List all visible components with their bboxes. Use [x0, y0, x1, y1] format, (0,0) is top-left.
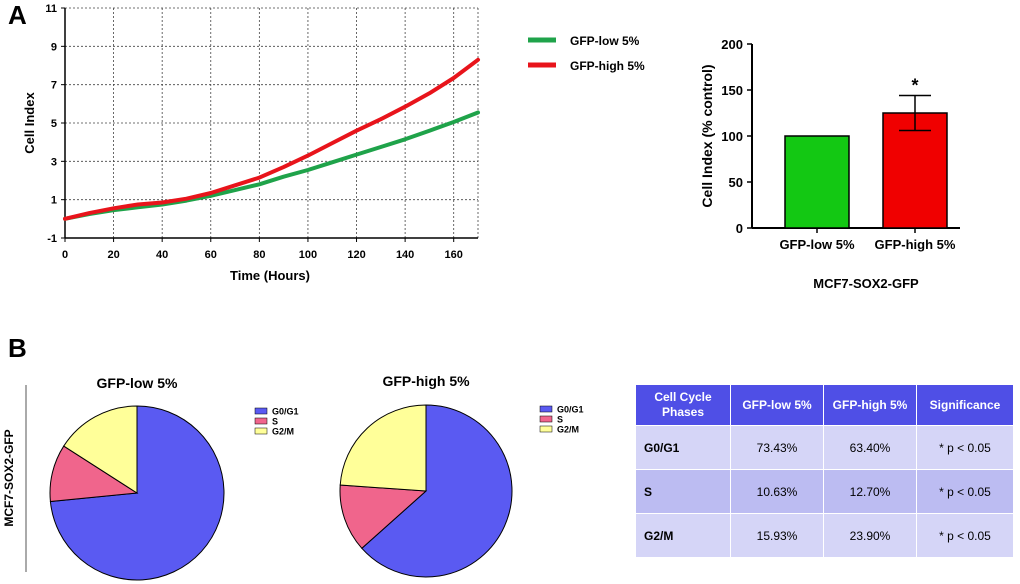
y-tick-label: 11 — [45, 3, 57, 15]
table-cell: 10.63% — [730, 469, 824, 514]
pie-slices-gfp-low — [49, 405, 225, 581]
x-tick-label: 20 — [107, 249, 119, 261]
table-cell: S — [635, 469, 731, 514]
x-tick-label: 100 — [299, 249, 317, 261]
legend-swatch — [254, 427, 268, 435]
table-header-cell: Significance — [916, 384, 1014, 426]
legend-swatch — [254, 407, 268, 415]
y-tick-label: 150 — [721, 83, 743, 98]
table-cell: * p < 0.05 — [916, 469, 1014, 514]
table-header-text: Cell Cycle Phases — [654, 390, 712, 419]
line-chart-x-label: Time (Hours) — [230, 268, 310, 283]
y-tick-label: 3 — [51, 156, 57, 168]
legend-swatch — [539, 405, 553, 413]
bar-chart-y-label: Cell Index (% control) — [699, 64, 715, 207]
y-tick-label: 9 — [51, 41, 57, 53]
table-row: G0/G1 73.43% 63.40% * p < 0.05 — [635, 425, 1014, 470]
legend-label: S — [272, 417, 278, 427]
table-cell: 15.93% — [730, 513, 824, 558]
x-tick-label: 0 — [62, 249, 68, 261]
table-cell: 12.70% — [823, 469, 917, 514]
table-header-cell: GFP-low 5% — [730, 384, 824, 426]
panel-label-b: B — [8, 333, 27, 363]
line-chart-legend: GFP-low 5% GFP-high 5% — [528, 34, 645, 73]
y-tick-label: 100 — [721, 129, 743, 144]
legend-label-gfp-low: GFP-low 5% — [570, 34, 640, 48]
y-tick-label: -1 — [47, 233, 57, 245]
table-cell: G2/M — [635, 513, 731, 558]
line-chart-ticks: 0 20 40 60 80 100 120 140 160 -1 1 3 5 7 9 11 — [45, 3, 463, 261]
pie-slice-g2m — [339, 404, 427, 492]
table-cell: G0/G1 — [635, 425, 731, 470]
table-cell: * p < 0.05 — [916, 425, 1014, 470]
x-tick-label: 120 — [347, 249, 365, 261]
x-tick-label: GFP-high 5% — [875, 237, 956, 252]
table-cell: 23.90% — [823, 513, 917, 558]
x-tick-label: 80 — [253, 249, 265, 261]
table-header-cell: Cell Cycle Phases — [635, 384, 731, 426]
x-tick-label: 40 — [156, 249, 168, 261]
panel-label-a: A — [8, 0, 27, 30]
cell-cycle-table: Cell Cycle Phases GFP-low 5% GFP-high 5%… — [635, 384, 1014, 558]
table-cell: 63.40% — [823, 425, 917, 470]
legend-label-gfp-high: GFP-high 5% — [570, 59, 645, 73]
legend-swatch — [539, 415, 553, 423]
pie-slice-s — [339, 484, 428, 549]
legend-label: S — [557, 415, 563, 425]
table-cell: * p < 0.05 — [916, 513, 1014, 558]
y-tick-label: 1 — [51, 195, 57, 207]
legend-swatch — [539, 425, 553, 433]
significance-star: * — [911, 76, 918, 96]
table-row: S 10.63% 12.70% * p < 0.05 — [635, 469, 1014, 514]
x-tick-label: 140 — [396, 249, 414, 261]
legend-label: G2/M — [272, 427, 294, 437]
legend-label: G0/G1 — [272, 407, 299, 417]
row-label: MCF7-SOX2-GFP — [2, 429, 16, 526]
x-tick-label: 160 — [445, 249, 463, 261]
bar-gfp-low — [784, 135, 850, 229]
line-chart-y-label: Cell Index — [22, 92, 37, 154]
pie-slices-gfp-high — [339, 404, 513, 578]
legend-swatch — [254, 417, 268, 425]
series-line-gfp-low — [63, 110, 480, 221]
x-tick-label: GFP-low 5% — [779, 237, 855, 252]
bar-chart-ticks: 0 50 100 150 200 GFP-low 5% GFP-high 5% — [721, 37, 956, 252]
table-header-cell: GFP-high 5% — [823, 384, 917, 426]
y-tick-label: 0 — [736, 221, 743, 236]
y-tick-label: 7 — [51, 80, 57, 92]
x-tick-label: 60 — [205, 249, 217, 261]
y-tick-label: 5 — [51, 118, 57, 130]
table-row: G2/M 15.93% 23.90% * p < 0.05 — [635, 513, 1014, 558]
line-chart-grid — [65, 7, 479, 238]
pie-title-gfp-high: GFP-high 5% — [382, 373, 470, 389]
series-line-gfp-high — [63, 57, 480, 221]
legend-label: G2/M — [557, 425, 579, 435]
pie-slice-g0g1 — [361, 404, 513, 578]
y-tick-label: 200 — [721, 37, 743, 52]
bar-chart-bars: * — [784, 76, 948, 229]
legend-label: G0/G1 — [557, 405, 584, 415]
table-cell: 73.43% — [730, 425, 824, 470]
line-chart-series — [63, 57, 480, 221]
bar-gfp-high — [882, 112, 948, 229]
table-header-row: Cell Cycle Phases GFP-low 5% GFP-high 5%… — [635, 384, 1014, 426]
bar-chart-x-label: MCF7-SOX2-GFP — [813, 276, 919, 291]
line-chart: 0 20 40 60 80 100 120 140 160 -1 1 3 5 7 9 11 Time (Hou… — [22, 3, 645, 283]
y-tick-label: 50 — [729, 175, 743, 190]
pie-title-gfp-low: GFP-low 5% — [97, 375, 178, 391]
bar-chart: 0 50 100 150 200 GFP-low 5% GFP-high 5% * Cell… — [699, 37, 960, 291]
pie-slice-g2m — [63, 405, 138, 494]
